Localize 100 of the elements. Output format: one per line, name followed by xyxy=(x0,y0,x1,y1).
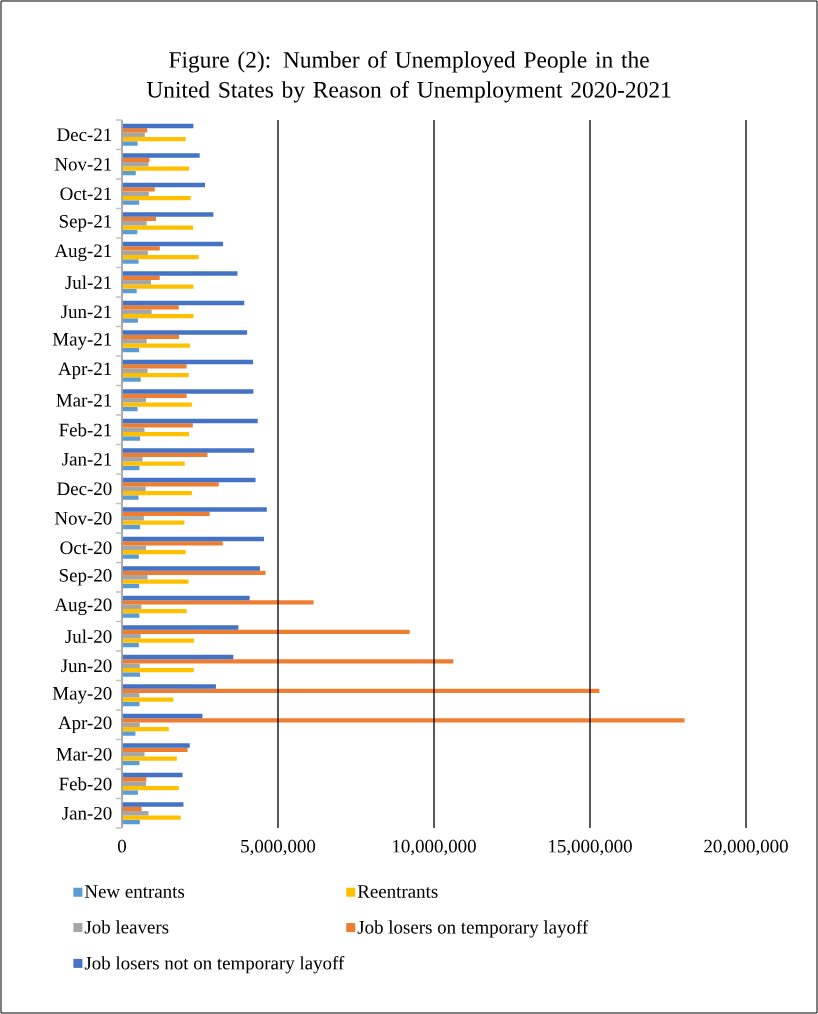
bar xyxy=(122,225,194,230)
bar xyxy=(122,684,216,689)
bar xyxy=(122,554,139,559)
bar xyxy=(122,600,314,605)
bar xyxy=(122,300,245,306)
chart-title: Figure (2): Number of Unemployed People in the United States by Reason of Unemployment 2020-2021 xyxy=(146,51,671,103)
bar xyxy=(122,667,194,673)
bar xyxy=(122,608,187,614)
legend-label: Job losers on temporary layoff xyxy=(357,920,589,938)
y-tick-label: Jul-20 xyxy=(65,629,112,643)
y-tick-label: Mar-21 xyxy=(56,393,112,407)
y-tick-label: Nov-20 xyxy=(54,511,112,525)
bar xyxy=(122,372,189,378)
y-tick-label: Sep-21 xyxy=(59,214,112,232)
bar xyxy=(122,364,187,369)
bar xyxy=(122,743,190,748)
bar xyxy=(122,402,192,407)
y-tick-label: Feb-20 xyxy=(59,777,112,791)
y-tick-label: May-20 xyxy=(52,686,112,704)
bar xyxy=(122,271,238,276)
y-tick-label: Feb-21 xyxy=(59,423,112,437)
bar xyxy=(122,461,185,466)
bar xyxy=(122,477,256,483)
legend-label: New entrants xyxy=(84,885,185,898)
bar xyxy=(122,536,264,542)
bar xyxy=(122,790,138,795)
bar xyxy=(122,153,200,158)
bar xyxy=(122,393,187,399)
y-tick-label: Oct-21 xyxy=(60,187,112,201)
y-tick-label: Jan-20 xyxy=(62,806,112,820)
bar xyxy=(122,166,190,171)
bar xyxy=(122,815,181,820)
bar xyxy=(122,697,174,702)
bar xyxy=(122,418,258,424)
bar xyxy=(122,423,193,428)
bar xyxy=(122,377,141,382)
y-tick-label: Oct-20 xyxy=(60,541,112,555)
y-tick-label: Dec-20 xyxy=(57,482,112,496)
legend-label: Job losers not on temporary layoff xyxy=(84,955,345,974)
y-tick-label: Apr-21 xyxy=(58,362,112,380)
bar xyxy=(122,785,179,791)
y-tick-label: Apr-20 xyxy=(58,716,112,734)
bar xyxy=(122,495,139,500)
y-tick-label: Mar-20 xyxy=(56,747,112,761)
bar xyxy=(122,128,148,133)
bar xyxy=(122,579,189,584)
x-tick-label: 5,000,000 xyxy=(241,839,316,856)
bar xyxy=(122,654,234,660)
y-tick-label: Jan-21 xyxy=(62,452,112,466)
bar xyxy=(122,284,194,289)
bar xyxy=(122,136,186,142)
y-tick-label: Dec-21 xyxy=(57,128,112,142)
bar xyxy=(122,507,267,512)
bar xyxy=(122,318,138,323)
bar xyxy=(122,747,188,753)
bar xyxy=(122,613,140,618)
bar xyxy=(122,802,184,807)
bar xyxy=(122,511,210,517)
bar xyxy=(122,777,147,782)
bar xyxy=(122,241,224,247)
bar xyxy=(122,482,219,487)
y-tick-label: Jun-21 xyxy=(61,305,112,319)
y-tick-label: Nov-21 xyxy=(54,157,112,171)
bar xyxy=(122,638,195,643)
y-tick-label: Aug-21 xyxy=(54,244,112,262)
x-tick-label: 0 xyxy=(117,839,126,853)
x-tick-label: 15,000,000 xyxy=(549,839,632,856)
legend-label: Reentrants xyxy=(357,885,438,898)
bar xyxy=(122,756,177,761)
y-tick-label: Jul-21 xyxy=(65,275,112,289)
bar xyxy=(122,141,138,146)
bar xyxy=(122,389,254,394)
bar xyxy=(122,254,199,260)
bar xyxy=(122,200,140,205)
bar xyxy=(122,182,205,188)
x-tick-label: 20,000,000 xyxy=(704,839,788,856)
bar xyxy=(122,448,255,453)
bar xyxy=(122,659,454,664)
bar xyxy=(122,731,136,736)
bar xyxy=(122,570,266,576)
bar xyxy=(122,330,248,335)
bar xyxy=(122,625,239,630)
bar xyxy=(122,246,160,251)
y-tick-label: Aug-20 xyxy=(54,598,112,616)
bar xyxy=(122,566,260,571)
bar xyxy=(122,195,191,201)
bar xyxy=(122,305,179,310)
bar xyxy=(122,595,250,601)
bar xyxy=(122,359,254,365)
x-tick-label: 10,000,000 xyxy=(393,839,476,856)
bar xyxy=(122,187,155,192)
bar xyxy=(122,549,186,555)
bar xyxy=(122,772,183,778)
y-tick-label: May-21 xyxy=(52,332,112,350)
y-tick-label: Sep-20 xyxy=(59,568,112,586)
bar xyxy=(122,672,141,677)
bar xyxy=(122,520,185,525)
bar xyxy=(122,541,223,546)
y-tick-label: Jun-20 xyxy=(61,659,112,673)
bar xyxy=(122,343,191,348)
